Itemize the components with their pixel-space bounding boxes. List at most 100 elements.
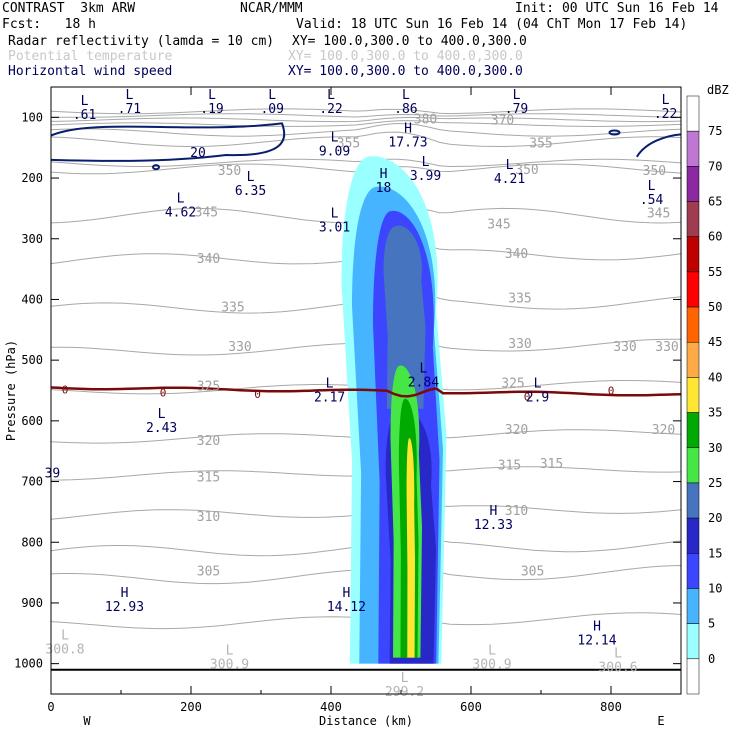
zero-wind-label: 0 <box>160 386 167 399</box>
extremum-value: .61 <box>73 108 96 123</box>
colorbar-bin <box>686 236 700 273</box>
extremum-marker: H <box>121 586 129 601</box>
x-tick-label: 0 <box>47 700 54 714</box>
zero-wind-label: 0 <box>608 385 615 398</box>
theta-label: 310 <box>505 504 528 519</box>
y-tick-label: 300 <box>21 232 43 246</box>
y-tick-label: 900 <box>21 596 43 610</box>
x-tick-label: 200 <box>180 700 202 714</box>
field-xy-theta: XY= 100.0,300.0 to 400.0,300.0 <box>288 49 523 64</box>
theta-label: 350 <box>643 164 666 179</box>
colorbar-tick-label: 10 <box>708 581 722 595</box>
extremum-marker: H <box>380 167 388 182</box>
x-tick-label: 800 <box>600 700 622 714</box>
extremum-value: 17.73 <box>388 136 427 151</box>
colorbar-bin <box>686 306 700 343</box>
extremum-value: 18 <box>376 181 392 196</box>
extremum-value: .54 <box>640 193 664 208</box>
extremum-marker: H <box>489 504 497 519</box>
colorbar-tick-label: 45 <box>708 335 722 349</box>
theta-line <box>50 113 682 118</box>
colorbar-tick-label: 70 <box>708 159 722 173</box>
extremum-marker: L <box>401 671 409 686</box>
extremum-marker: L <box>208 88 216 103</box>
colorbar-tick-label: 50 <box>708 300 722 314</box>
y-tick-label: 400 <box>21 292 43 306</box>
colorbar-tick-label: 65 <box>708 195 722 209</box>
extremum-value: .79 <box>505 102 528 117</box>
extremum-value: 2.84 <box>408 375 439 390</box>
extremum-marker: L <box>488 644 496 659</box>
theta-label: 340 <box>505 247 528 262</box>
extremum-marker: L <box>513 88 521 103</box>
colorbar-tick-label: 30 <box>708 441 722 455</box>
colorbar-bin <box>686 377 700 413</box>
extremum-marker: L <box>331 207 339 222</box>
x-end-label-west: W <box>83 714 91 728</box>
extremum-value: .22 <box>319 102 342 117</box>
x-tick-label: 600 <box>460 700 482 714</box>
extremum-value: 299.2 <box>385 685 424 700</box>
extremum-value: 2.9 <box>526 390 549 405</box>
extremum-marker: L <box>614 647 622 662</box>
y-tick-label: 800 <box>21 535 43 549</box>
colorbar-tick-label: 0 <box>708 652 715 666</box>
colorbar-tick-label: 35 <box>708 406 722 420</box>
init-time: Init: 00 UTC Sun 16 Feb 14 <box>515 1 719 16</box>
y-tick-label: 700 <box>21 475 43 489</box>
zero-wind-label: 0 <box>524 391 531 404</box>
colorbar-bin <box>686 271 700 308</box>
theta-label: 320 <box>197 434 220 449</box>
colorbar-tick-label: 20 <box>708 511 722 525</box>
extremum-value: 300.9 <box>210 658 249 673</box>
theta-label: 305 <box>521 565 544 580</box>
reflectivity-shading <box>341 156 447 664</box>
theta-label: 355 <box>337 137 360 152</box>
extremum-value: 9.09 <box>319 145 350 160</box>
field-xy-wind: XY= 100.0,300.0 to 400.0,300.0 <box>288 64 523 79</box>
theta-line <box>50 108 682 115</box>
extremum-value: 6.35 <box>235 184 266 199</box>
wind-contour-20 <box>50 122 286 162</box>
theta-label: 320 <box>652 423 675 438</box>
y-tick-label: 100 <box>21 110 43 124</box>
theta-label: 320 <box>505 423 528 438</box>
colorbar-tick-label: 55 <box>708 265 722 279</box>
wind-contour-20 <box>152 164 160 171</box>
extremum-marker: L <box>81 94 89 109</box>
extremum-marker: L <box>177 191 185 206</box>
extremum-marker: L <box>662 93 670 108</box>
theta-line <box>50 120 682 128</box>
theta-label: 315 <box>197 471 220 486</box>
extremum-value: 4.21 <box>494 172 525 187</box>
wind-contour-20 <box>608 129 621 136</box>
extremum-marker: L <box>268 88 276 103</box>
theta-label: 335 <box>508 291 531 306</box>
extremum-value: .86 <box>394 102 417 117</box>
theta-label: 335 <box>221 301 244 316</box>
extremum-value: 12.93 <box>105 600 144 615</box>
x-tick-label: 400 <box>320 700 342 714</box>
extremum-marker: L <box>506 158 514 173</box>
colorbar-bin <box>686 517 700 554</box>
theta-label: 315 <box>540 457 563 472</box>
theta-line <box>50 131 682 148</box>
colorbar-tick-label: 15 <box>708 546 722 560</box>
colorbar-unit: dBZ <box>707 83 729 97</box>
colorbar-bin <box>686 658 700 695</box>
extremum-marker: H <box>404 122 412 137</box>
colorbar-bin <box>686 588 700 624</box>
colorbar-bin <box>686 341 700 378</box>
extremum-value: 2.17 <box>314 390 345 405</box>
extremum-marker: H <box>342 586 350 601</box>
x-end-label-east: E <box>657 714 664 728</box>
extremum-marker: L <box>61 628 69 643</box>
y-tick-label: 600 <box>21 414 43 428</box>
theta-label: 325 <box>197 380 220 395</box>
colorbar <box>686 95 700 695</box>
extremum-marker: L <box>534 376 542 391</box>
extremum-value: .71 <box>118 102 141 117</box>
colorbar-bin <box>686 201 700 237</box>
colorbar-bin <box>686 482 700 519</box>
reflectivity-band <box>383 225 426 409</box>
